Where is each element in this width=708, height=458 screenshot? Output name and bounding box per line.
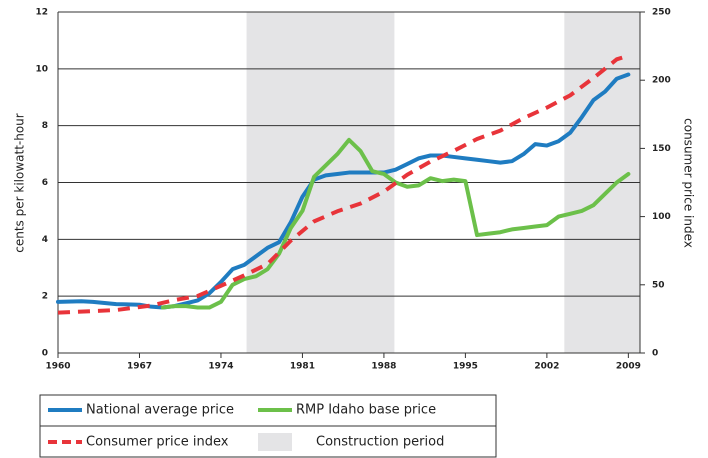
y-tick-label: 6: [42, 178, 48, 188]
series-line: [57, 53, 629, 315]
y2-tick-label: 0: [652, 349, 658, 359]
x-tick-label: 2002: [534, 362, 559, 372]
y2-tick-label: 50: [652, 280, 665, 290]
legend-swatch: [258, 433, 292, 451]
y-tick-label: 8: [42, 121, 48, 131]
y-tick-label: 2: [42, 292, 48, 302]
x-tick-label: 2009: [616, 362, 641, 372]
legend-label: Construction period: [316, 435, 444, 450]
x-tick-label: 1974: [208, 362, 233, 372]
y-axis-label: cents per kilowatt-hour: [13, 113, 27, 253]
y2-tick-label: 200: [652, 76, 671, 86]
legend-label: National average price: [86, 403, 234, 418]
x-tick-label: 1995: [453, 362, 478, 372]
y2-tick-label: 100: [652, 212, 671, 222]
x-tick-label: 1967: [127, 362, 152, 372]
x-tick-label: 1988: [371, 362, 396, 372]
y2-tick-label: 150: [652, 144, 671, 154]
y-tick-label: 10: [35, 64, 48, 74]
legend-label: Consumer price index: [86, 435, 229, 450]
x-tick-label: 1960: [45, 362, 70, 372]
y-tick-label: 0: [42, 349, 48, 359]
y2-axis-label: consumer price index: [682, 118, 696, 248]
series-line: [160, 137, 631, 310]
y-tick-label: 12: [35, 8, 48, 18]
x-tick-label: 1981: [290, 362, 315, 372]
legend-label: RMP Idaho base price: [296, 403, 436, 418]
y-tick-label: 4: [42, 235, 48, 245]
y2-tick-label: 250: [652, 8, 671, 18]
